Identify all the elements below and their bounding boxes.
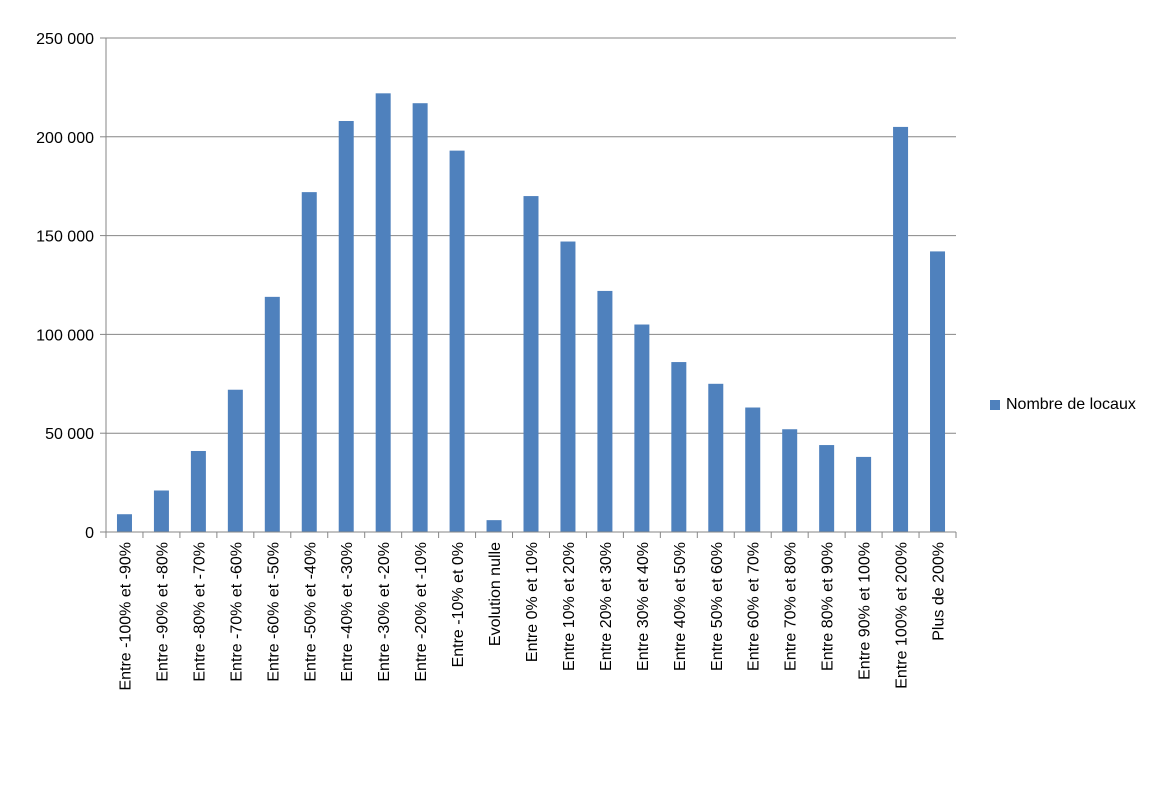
x-tick-label: Entre 100% et 200% (894, 542, 911, 689)
x-tick-label: Entre 20% et 30% (598, 542, 615, 671)
bar (634, 324, 650, 532)
x-tick-label: Entre -40% et -30% (339, 542, 356, 682)
x-tick-label: Entre 40% et 50% (672, 542, 689, 671)
y-tick-label: 0 (85, 525, 94, 542)
axes (100, 37, 957, 538)
legend: Nombre de locaux (990, 396, 1136, 414)
legend-label: Nombre de locaux (1006, 396, 1136, 413)
x-tick-label: Entre 10% et 20% (561, 542, 578, 671)
bar (560, 241, 576, 532)
x-tick-label: Entre 60% et 70% (746, 542, 763, 671)
bar (671, 362, 687, 532)
bar (708, 383, 724, 532)
x-tick-label: Entre -30% et -20% (376, 542, 393, 682)
x-tick-label: Entre 70% et 80% (783, 542, 800, 671)
x-tick-label: Entre -70% et -60% (228, 542, 245, 682)
y-tick-label: 250 000 (36, 31, 94, 48)
x-tick-label: Entre -90% et -80% (154, 542, 171, 682)
x-tick-label: Entre -60% et -50% (265, 542, 282, 682)
bars (116, 93, 946, 533)
y-tick-label: 50 000 (45, 426, 94, 443)
bar (116, 514, 132, 532)
x-tick-label: Entre 30% et 40% (635, 542, 652, 671)
bar (227, 389, 243, 532)
x-tick-label: Entre -20% et -10% (413, 542, 430, 682)
x-tick-label: Evolution nulle (487, 542, 504, 646)
tick-labels: 0 50 000 100 000 150 000 200 000 250 000 Entre… (36, 31, 947, 691)
x-tick-label: Entre -80% et -70% (191, 542, 208, 682)
bar (338, 120, 354, 532)
bar (190, 450, 206, 532)
x-tick-label: Entre 0% et 10% (524, 542, 541, 662)
x-tick-label: Entre 90% et 100% (857, 542, 874, 680)
bar (856, 456, 872, 532)
x-tick-label: Entre 50% et 60% (709, 542, 726, 671)
y-tick-label: 100 000 (36, 327, 94, 344)
bar (264, 296, 280, 532)
x-tick-label: Entre -10% et 0% (450, 542, 467, 667)
legend-swatch (990, 400, 1000, 410)
bar (523, 196, 539, 532)
bar (930, 251, 946, 532)
bar (449, 150, 465, 532)
bar (375, 93, 391, 532)
x-tick-label: Entre -50% et -40% (302, 542, 319, 682)
bar (597, 290, 613, 532)
bar (782, 429, 798, 532)
bar (893, 126, 909, 533)
bar (486, 520, 502, 532)
x-tick-label: Entre 80% et 90% (820, 542, 837, 671)
bar (745, 407, 761, 532)
bar (153, 490, 169, 532)
bar (819, 445, 835, 532)
x-tick-label: Entre -100% et -90% (117, 542, 134, 691)
y-tick-label: 150 000 (36, 229, 94, 246)
x-tick-label: Plus de 200% (931, 542, 948, 641)
bar (412, 103, 428, 532)
y-tick-label: 200 000 (36, 130, 94, 147)
bar (301, 192, 317, 533)
